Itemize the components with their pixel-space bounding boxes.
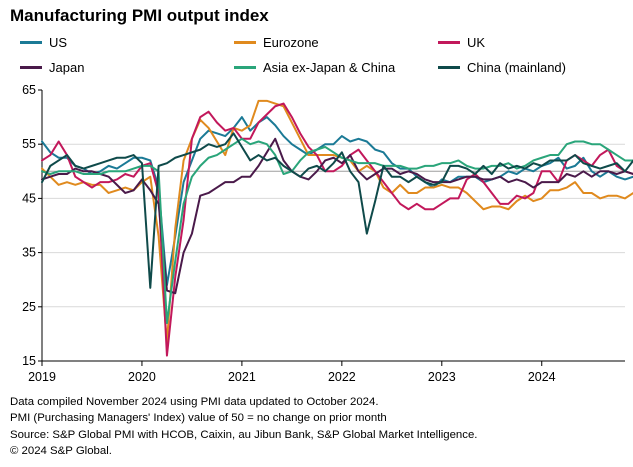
y-tick-label-45: 45 xyxy=(22,191,36,205)
legend-swatch-china xyxy=(438,66,460,69)
legend-label-asia: Asia ex-Japan & China xyxy=(263,60,396,75)
x-tick-label-2023: 2023 xyxy=(428,370,456,384)
y-tick-label-15: 15 xyxy=(22,354,36,368)
y-tick-label-55: 55 xyxy=(22,137,36,151)
legend-swatch-asia xyxy=(234,66,256,69)
legend-label-eurozone: Eurozone xyxy=(263,35,319,50)
x-tick-label-2020: 2020 xyxy=(128,370,156,384)
x-tick-label-2024: 2024 xyxy=(528,370,556,384)
footer-note-compiled: Data compiled November 2024 using PMI da… xyxy=(10,396,379,408)
legend-label-china: China (mainland) xyxy=(467,60,566,75)
legend-item-asia: Asia ex-Japan & China xyxy=(234,60,395,75)
chart-legend: US Eurozone UK Japan Asia ex-Japan & Chi… xyxy=(20,35,620,79)
legend-item-japan: Japan xyxy=(20,60,84,75)
y-tick-label-25: 25 xyxy=(22,300,36,314)
legend-swatch-us xyxy=(20,41,42,44)
x-tick-label-2021: 2021 xyxy=(228,370,256,384)
legend-item-us: US xyxy=(20,35,67,50)
line-chart: 15 25 35 45 55 65 2019 2020 2021 2022 2023 2024 xyxy=(22,83,633,384)
legend-item-uk: UK xyxy=(438,35,485,50)
series-line-asia-ex-japan-china xyxy=(41,137,633,325)
legend-label-uk: UK xyxy=(467,35,486,50)
series-line-japan xyxy=(41,137,633,295)
footer-note-source: Source: S&P Global PMI with HCOB, Caixin… xyxy=(10,428,478,441)
series-line-china-mainland xyxy=(41,132,633,289)
legend-item-eurozone: Eurozone xyxy=(234,35,319,50)
chart-footer: Data compiled November 2024 using PMI da… xyxy=(10,394,477,460)
legend-label-japan: Japan xyxy=(49,60,85,75)
footer-note-definition: PMI (Purchasing Managers' Index) value o… xyxy=(10,412,387,425)
legend-swatch-japan xyxy=(20,66,42,69)
legend-label-us: US xyxy=(49,35,68,50)
footer-note-copyright: © 2024 S&P Global. xyxy=(10,445,112,458)
y-tick-label-35: 35 xyxy=(22,246,36,260)
series-line-uk xyxy=(41,102,633,357)
legend-swatch-eurozone xyxy=(234,41,256,44)
chart-title: Manufacturing PMI output index xyxy=(10,6,269,25)
y-tick-label-65: 65 xyxy=(22,83,36,97)
legend-item-china: China (mainland) xyxy=(438,60,566,75)
series-line-us xyxy=(41,116,633,287)
x-tick-label-2019: 2019 xyxy=(28,370,56,384)
series-line-eurozone xyxy=(41,99,633,344)
legend-swatch-uk xyxy=(438,41,460,44)
x-tick-label-2022: 2022 xyxy=(328,370,356,384)
